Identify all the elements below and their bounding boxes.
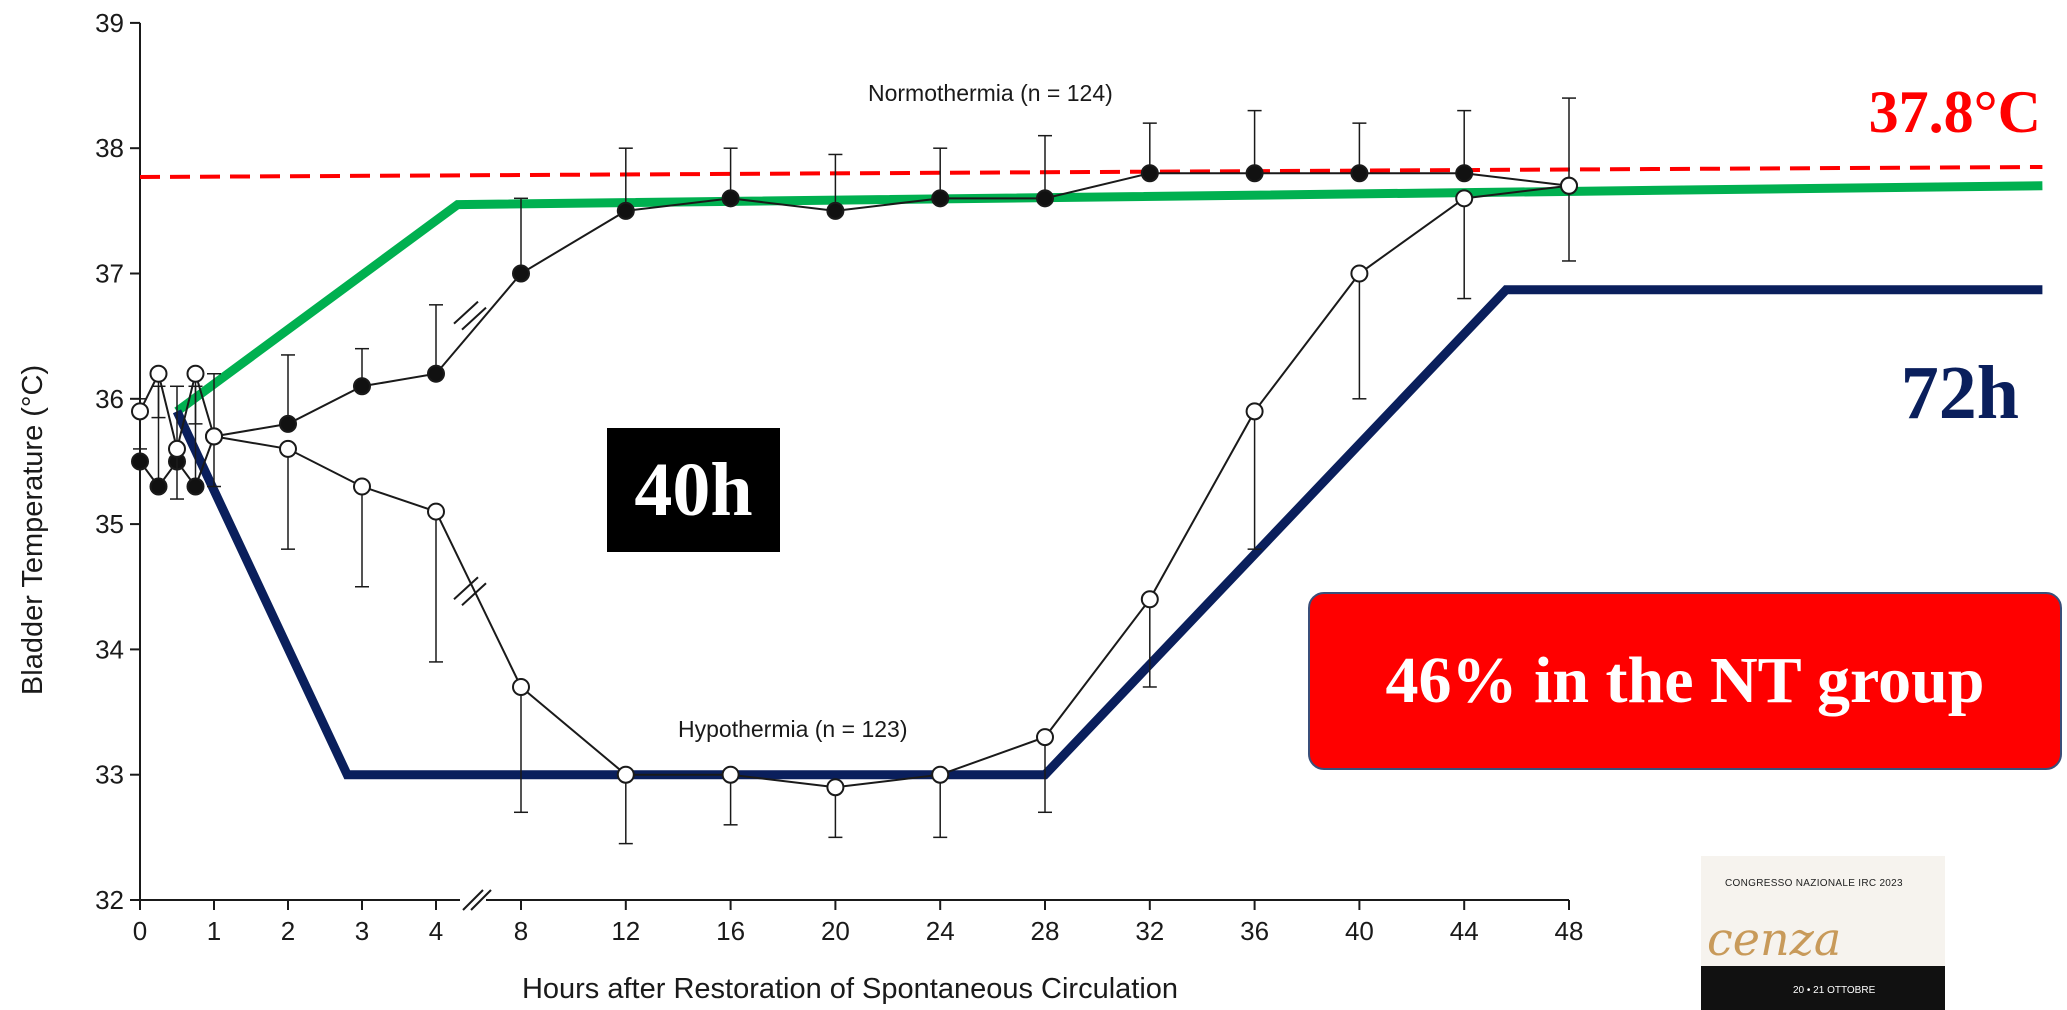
logo-congress-text: CONGRESSO NAZIONALE IRC 2023 — [1725, 878, 1903, 889]
normothermia-point — [1036, 189, 1054, 208]
hypothermia-series — [131, 176, 1578, 845]
normothermia-label: Normothermia (n = 124) — [868, 80, 1113, 106]
nt-group-callout: 46% in the NT group — [1308, 592, 2062, 770]
hypothermia-point — [279, 439, 297, 458]
hypothermia-point — [1350, 264, 1369, 283]
logo-bar — [1701, 966, 1945, 1010]
logo-script-text: cenza — [1707, 912, 1842, 966]
normothermia-point — [186, 477, 205, 496]
hypothermia-point — [1036, 728, 1054, 747]
x-tick-label: 36 — [1240, 916, 1269, 946]
hypothermia-label: Hypothermia (n = 123) — [678, 716, 907, 742]
hypothermia-point — [427, 502, 445, 521]
x-tick-label: 0 — [133, 916, 147, 946]
hypothermia-point — [353, 477, 371, 496]
normothermia-point — [149, 477, 168, 496]
normothermia-point — [1140, 164, 1159, 183]
x-tick-label: 32 — [1135, 916, 1164, 946]
hypothermia-point — [1455, 189, 1474, 208]
normothermia-point — [1455, 164, 1474, 183]
x-tick-label: 48 — [1555, 916, 1584, 946]
normothermia-point — [427, 364, 445, 383]
hypothermia-point — [721, 765, 740, 784]
axis-break-mark — [462, 889, 484, 911]
target-temperature-label: 37.8°C — [1868, 79, 2041, 145]
x-tick-label: 8 — [514, 916, 528, 946]
x-tick-label: 44 — [1450, 916, 1479, 946]
hypothermia-point — [205, 427, 223, 446]
hypothermia-point — [186, 364, 205, 383]
y-tick-label: 39 — [95, 8, 124, 38]
logo-date-text: 20 • 21 OTTOBRE — [1793, 985, 1876, 996]
x-axis-title: Hours after Restoration of Spontaneous C… — [522, 973, 1178, 1005]
normothermia-point — [131, 452, 149, 471]
hypothermia-point — [1140, 590, 1159, 609]
x-tick-label: 12 — [611, 916, 640, 946]
normothermia-point — [1245, 164, 1264, 183]
series-break-mark — [453, 300, 479, 325]
normothermia-series — [131, 97, 1578, 496]
normothermia-point — [512, 264, 530, 283]
y-axis-title: Bladder Temperature (°C) — [17, 365, 49, 695]
hypothermia-point — [149, 364, 168, 383]
x-tick-label: 3 — [355, 916, 369, 946]
x-tick-label: 40 — [1345, 916, 1374, 946]
normothermia-point — [931, 189, 950, 208]
x-tick-label: 4 — [429, 916, 443, 946]
normothermia-point — [279, 414, 297, 433]
y-tick-label: 37 — [95, 259, 124, 289]
axis-break-mark — [470, 889, 492, 911]
x-tick-label: 16 — [716, 916, 745, 946]
duration-40h-box: 40h — [607, 428, 780, 552]
duration-72h-label: 72h — [1900, 351, 2019, 435]
x-tick-label: 1 — [207, 916, 221, 946]
y-tick-label: 32 — [95, 885, 124, 915]
hypothermia-point — [168, 439, 186, 458]
y-tick-label: 38 — [95, 133, 124, 163]
hypothermia-point — [931, 765, 950, 784]
y-tick-label: 33 — [95, 760, 124, 790]
x-tick-label: 24 — [926, 916, 955, 946]
series-break-mark — [461, 582, 487, 607]
normothermia-point — [353, 377, 371, 396]
hypothermia-point — [512, 677, 530, 696]
nt-target-line — [174, 181, 2043, 415]
y-tick-label: 36 — [95, 384, 124, 414]
congress-logo: CONGRESSO NAZIONALE IRC 2023 cenza 20 • … — [1701, 856, 1945, 1010]
y-tick-label: 35 — [95, 509, 124, 539]
x-tick-label: 20 — [821, 916, 850, 946]
hypothermia-point — [616, 765, 635, 784]
hypothermia-point — [826, 778, 845, 797]
hypothermia-point — [1245, 402, 1264, 421]
series-line — [139, 172, 1570, 489]
x-tick-label: 2 — [281, 916, 295, 946]
normothermia-point — [616, 201, 635, 220]
target-dashed-line — [139, 164, 2043, 180]
series-break-mark — [461, 306, 487, 331]
series-break-mark — [453, 576, 479, 601]
x-tick-label: 28 — [1031, 916, 1060, 946]
hypothermia-point — [131, 402, 149, 421]
normothermia-point — [826, 201, 845, 220]
hypothermia-point — [1560, 176, 1578, 195]
normothermia-point — [1350, 164, 1369, 183]
y-tick-label: 34 — [95, 634, 124, 664]
normothermia-point — [721, 189, 740, 208]
